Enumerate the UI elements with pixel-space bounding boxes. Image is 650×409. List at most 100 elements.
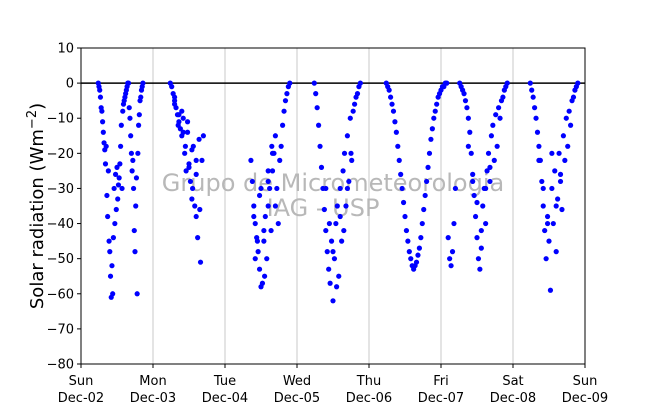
- data-point-day1: [117, 161, 123, 167]
- data-point-day4: [337, 213, 343, 220]
- data-point-day4: [344, 185, 350, 192]
- data-point-day5: [416, 245, 422, 251]
- data-point-day6: [484, 168, 490, 174]
- data-point-day1: [104, 192, 110, 199]
- data-point-day1: [105, 168, 111, 174]
- data-point-day7: [560, 133, 567, 139]
- data-point-day1: [103, 143, 109, 149]
- data-point-day4: [336, 273, 342, 279]
- data-point-day7: [542, 227, 548, 234]
- data-point-day5: [424, 178, 430, 185]
- x-tick-date: Dec-07: [418, 391, 464, 406]
- data-point-day1: [113, 206, 119, 213]
- data-point-day5: [426, 150, 433, 156]
- data-point-day3: [262, 273, 268, 279]
- data-point-day3: [287, 80, 293, 86]
- data-point-day6: [477, 266, 483, 272]
- data-point-day1: [106, 238, 112, 244]
- data-point-day4: [327, 280, 333, 286]
- data-point-day7: [559, 206, 565, 213]
- data-point-day1: [125, 80, 132, 86]
- data-point-day6: [464, 105, 470, 111]
- data-point-day7: [553, 249, 559, 255]
- data-point-day1: [102, 161, 109, 167]
- data-point-day5: [403, 227, 410, 234]
- data-point-day7: [544, 213, 551, 220]
- data-point-day4: [343, 203, 349, 209]
- data-point-day1: [128, 150, 134, 156]
- data-point-day2: [200, 133, 206, 139]
- data-point-day3: [272, 133, 278, 139]
- data-point-day3: [251, 213, 257, 220]
- data-point-day3: [261, 238, 267, 244]
- data-point-day5: [400, 199, 407, 206]
- x-tick-date: Dec-05: [274, 391, 320, 406]
- y-tick-label: 10: [57, 42, 74, 57]
- data-point-day4: [330, 298, 336, 304]
- data-point-day7: [543, 256, 549, 262]
- data-point-day6: [504, 80, 510, 86]
- data-point-day2: [193, 157, 199, 163]
- data-point-day6: [490, 122, 496, 128]
- data-point-day6: [478, 245, 484, 251]
- data-point-day3: [255, 249, 261, 255]
- data-point-day4: [326, 220, 332, 227]
- data-point-day2: [180, 129, 186, 135]
- data-point-day6: [488, 133, 494, 139]
- y-axis-title-text: Solar radiation: [27, 177, 48, 309]
- data-point-day4: [316, 122, 322, 128]
- data-point-day7: [557, 171, 564, 177]
- data-point-day3: [256, 192, 263, 199]
- data-point-day6: [462, 98, 469, 104]
- data-point-day7: [544, 220, 551, 227]
- data-point-day6: [475, 256, 482, 262]
- data-point-day3: [278, 143, 284, 149]
- data-point-day1: [131, 227, 137, 234]
- data-point-day4: [324, 249, 330, 255]
- data-point-day1: [118, 143, 124, 149]
- data-point-day6: [497, 115, 503, 121]
- y-tick-label: −40: [47, 217, 74, 232]
- data-point-day4: [340, 168, 346, 174]
- y-tick-label: −70: [47, 322, 74, 337]
- data-point-day3: [259, 280, 266, 286]
- data-point-day5: [386, 87, 392, 93]
- data-point-day1: [110, 291, 116, 297]
- data-point-day4: [341, 150, 348, 156]
- data-point-day1: [112, 171, 119, 177]
- data-point-day4: [349, 157, 355, 163]
- data-point-day2: [199, 157, 205, 163]
- data-point-day4: [311, 80, 317, 86]
- x-tick-weekday: Fri: [433, 374, 449, 389]
- data-point-day5: [445, 235, 451, 241]
- data-point-day1: [130, 157, 136, 163]
- data-point-day5: [444, 80, 450, 86]
- data-point-day1: [115, 196, 121, 202]
- data-point-day3: [268, 227, 274, 234]
- data-point-day1: [133, 175, 140, 181]
- data-point-day3: [252, 220, 258, 227]
- data-point-day7: [540, 185, 546, 192]
- data-point-day7: [536, 143, 542, 149]
- y-tick-label: −50: [47, 252, 74, 267]
- data-point-day7: [568, 122, 574, 128]
- x-tick-date: Dec-03: [130, 391, 176, 406]
- data-point-day1: [97, 94, 104, 100]
- data-point-day1: [109, 263, 115, 269]
- data-point-day2: [187, 178, 194, 185]
- data-point-day4: [313, 91, 319, 97]
- data-point-day6: [467, 129, 473, 135]
- data-point-day2: [184, 119, 191, 125]
- data-point-day6: [474, 235, 480, 241]
- data-point-day1: [138, 94, 144, 100]
- data-point-day1: [105, 213, 111, 220]
- data-point-day3: [261, 227, 267, 234]
- data-point-day4: [333, 220, 339, 227]
- data-point-day3: [251, 203, 257, 209]
- data-point-day7: [530, 94, 536, 100]
- data-point-day1: [140, 80, 146, 86]
- data-point-day2: [182, 150, 188, 156]
- data-point-day5: [447, 256, 453, 262]
- data-point-day4: [348, 150, 354, 156]
- data-point-day2: [172, 101, 178, 107]
